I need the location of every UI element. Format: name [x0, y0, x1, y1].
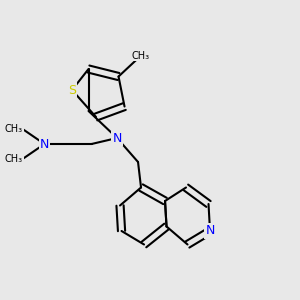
- Text: CH₃: CH₃: [132, 50, 150, 61]
- Text: S: S: [68, 83, 76, 97]
- Text: N: N: [112, 131, 122, 145]
- Text: N: N: [40, 137, 49, 151]
- Text: N: N: [205, 224, 215, 238]
- Text: CH₃: CH₃: [4, 124, 22, 134]
- Text: CH₃: CH₃: [4, 154, 22, 164]
